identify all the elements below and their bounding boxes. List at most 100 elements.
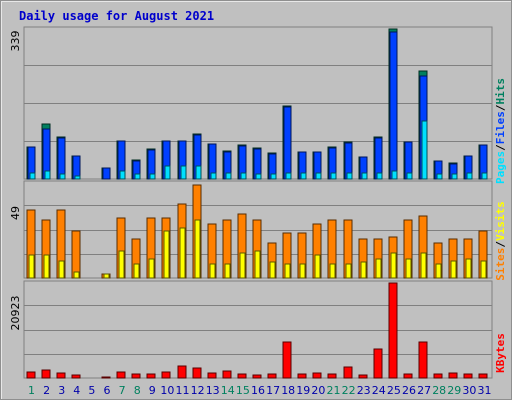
day-label: 2 (43, 384, 50, 397)
bar-kbytes-day-17 (267, 373, 277, 379)
bar-kbytes-day-20 (312, 372, 322, 379)
bar-visits-day-7 (118, 250, 125, 279)
bar-visits-day-14 (224, 263, 231, 279)
day-label: 31 (478, 384, 492, 397)
day-label: 10 (160, 384, 174, 397)
day-axis: 1 2 3 4 5 6 7 8 9 10 11 12 13 14 15 16 17 18 19 20 21 22 23 24 2… (28, 384, 492, 397)
bar-visits-day-13 (209, 263, 216, 279)
bar-kbytes-day-21 (327, 373, 337, 379)
legend-entry-hits: Hits (494, 78, 507, 105)
legend-separator: / (494, 144, 507, 151)
day-label: 30 (462, 384, 476, 397)
bar-kbytes-day-14 (222, 370, 232, 379)
y-max-label: 20923 (9, 296, 22, 331)
day-label: 28 (432, 384, 446, 397)
bar-visits-day-6 (103, 273, 110, 279)
bar-visits-day-8 (133, 263, 140, 279)
bar-files-day-3 (57, 137, 66, 180)
bar-pages-day-27 (421, 120, 428, 180)
bar-kbytes-day-18 (282, 341, 292, 379)
bar-visits-day-10 (163, 230, 170, 279)
bar-kbytes-day-30 (463, 373, 473, 379)
legend-entry-pages: Pages (494, 151, 507, 184)
bar-pages-day-15 (240, 172, 247, 180)
bar-kbytes-day-1 (26, 371, 36, 379)
bar-kbytes-day-26 (403, 373, 413, 379)
day-label: 8 (134, 384, 141, 397)
bar-pages-day-30 (466, 172, 473, 180)
bar-visits-day-24 (375, 258, 382, 279)
bar-kbytes-day-28 (433, 373, 443, 379)
day-label: 3 (58, 384, 65, 397)
bar-visits-day-29 (450, 260, 457, 279)
bar-visits-day-1 (28, 254, 35, 279)
day-label: 9 (149, 384, 156, 397)
bar-pages-day-8 (134, 173, 141, 180)
legend: Sites/Visits (494, 201, 507, 281)
day-label: 24 (372, 384, 386, 397)
legend-separator: / (494, 104, 507, 111)
bar-pages-day-22 (346, 172, 353, 180)
legend-text: KBytes (494, 333, 507, 373)
day-label: 15 (236, 384, 250, 397)
bar-kbytes-day-23 (358, 374, 368, 379)
chart-title: Daily usage for August 2021 (19, 9, 214, 23)
panel-kbytes: 20923 KBytes (9, 280, 507, 379)
bar-pages-day-20 (315, 172, 322, 180)
day-label: 7 (119, 384, 126, 397)
bar-pages-day-13 (210, 172, 217, 180)
bar-kbytes-day-27 (418, 341, 428, 379)
day-label: 1 (28, 384, 35, 397)
bar-pages-day-31 (481, 172, 488, 180)
bar-kbytes-day-25 (388, 282, 398, 379)
day-label: 26 (402, 384, 416, 397)
bar-pages-day-18 (285, 172, 292, 180)
bar-kbytes-day-16 (252, 374, 262, 379)
legend-entry-files: Files (494, 111, 507, 144)
bar-visits-day-18 (284, 263, 291, 279)
y-max-label: 339 (9, 31, 22, 52)
bar-visits-day-21 (329, 263, 336, 279)
bar-visits-day-17 (269, 261, 276, 279)
legend-entry-sites: Sites (494, 248, 507, 281)
day-label: 4 (73, 384, 80, 397)
bar-visits-day-20 (314, 254, 321, 279)
bar-visits-day-23 (360, 261, 367, 279)
bar-pages-day-19 (300, 172, 307, 180)
bar-pages-day-29 (451, 173, 458, 180)
legend-separator: / (494, 241, 507, 248)
bar-kbytes-day-22 (343, 366, 353, 379)
bar-kbytes-day-8 (131, 373, 141, 379)
bar-pages-day-9 (149, 173, 156, 180)
day-label: 18 (281, 384, 295, 397)
bar-kbytes-day-19 (297, 373, 307, 379)
bar-visits-day-25 (390, 252, 397, 279)
bar-sites-day-4 (71, 230, 81, 279)
day-label: 6 (104, 384, 111, 397)
bar-kbytes-day-9 (146, 373, 156, 379)
day-label: 29 (447, 384, 461, 397)
bar-files-day-25 (389, 31, 398, 180)
bar-visits-day-2 (43, 254, 50, 279)
bar-kbytes-day-12 (192, 367, 202, 379)
bar-pages-day-4 (74, 175, 81, 180)
day-label: 5 (88, 384, 95, 397)
bar-kbytes-day-10 (161, 371, 171, 379)
bar-pages-day-12 (195, 165, 202, 180)
bar-visits-day-16 (254, 250, 261, 279)
y-max-label: 49 (9, 206, 22, 220)
bar-visits-day-26 (405, 258, 412, 279)
bar-kbytes-day-24 (373, 348, 383, 379)
bar-kbytes-day-11 (177, 365, 187, 379)
bar-visits-day-28 (435, 263, 442, 279)
day-label: 11 (176, 384, 190, 397)
day-label: 21 (327, 384, 341, 397)
bar-visits-day-15 (239, 252, 246, 279)
day-label: 25 (387, 384, 401, 397)
day-label: 12 (191, 384, 205, 397)
bar-pages-day-10 (164, 165, 171, 180)
day-label: 27 (417, 384, 431, 397)
